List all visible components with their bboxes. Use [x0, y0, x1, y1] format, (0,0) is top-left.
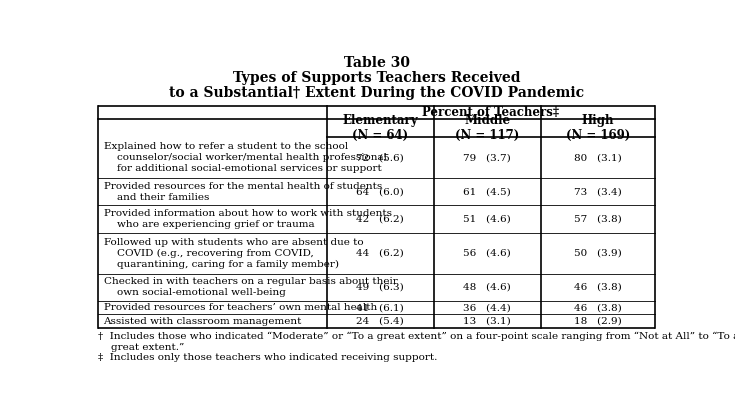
Text: 80   (3.1): 80 (3.1) [574, 153, 622, 162]
Text: 49   (6.3): 49 (6.3) [356, 283, 404, 292]
Text: 24   (5.4): 24 (5.4) [356, 317, 404, 326]
Text: to a Substantial† Extent During the COVID Pandemic: to a Substantial† Extent During the COVI… [169, 86, 584, 99]
Text: 64   (6.0): 64 (6.0) [356, 187, 404, 196]
Text: 57   (3.8): 57 (3.8) [574, 214, 622, 224]
Text: Table 30: Table 30 [344, 56, 409, 69]
Text: great extent.”: great extent.” [98, 343, 184, 352]
Text: 79   (3.7): 79 (3.7) [463, 153, 511, 162]
Text: 61   (4.5): 61 (4.5) [463, 187, 511, 196]
Text: Elementary
(N = 64): Elementary (N = 64) [343, 114, 418, 143]
Text: Assisted with classroom management: Assisted with classroom management [104, 317, 302, 326]
Text: Followed up with students who are absent due to
    COVID (e.g., recovering from: Followed up with students who are absent… [104, 238, 363, 268]
Text: 46   (3.8): 46 (3.8) [574, 303, 622, 312]
Text: Middle
(N = 117): Middle (N = 117) [455, 114, 519, 143]
Text: 73   (3.4): 73 (3.4) [574, 187, 622, 196]
Text: 50   (3.9): 50 (3.9) [574, 249, 622, 257]
Text: 51   (4.6): 51 (4.6) [463, 214, 511, 224]
Text: High
(N = 169): High (N = 169) [566, 114, 630, 143]
Text: Provided resources for the mental health of students
    and their families: Provided resources for the mental health… [104, 182, 381, 201]
Text: †  Includes those who indicated “Moderate” or “To a great extent” on a four-poin: † Includes those who indicated “Moderate… [98, 331, 735, 341]
Text: 42   (6.2): 42 (6.2) [356, 214, 404, 224]
Text: ‡  Includes only those teachers who indicated receiving support.: ‡ Includes only those teachers who indic… [98, 353, 437, 362]
Text: 41   (6.1): 41 (6.1) [356, 303, 404, 312]
Text: Checked in with teachers on a regular basis about their
    own social-emotional: Checked in with teachers on a regular ba… [104, 277, 397, 297]
Text: 46   (3.8): 46 (3.8) [574, 283, 622, 292]
Text: Explained how to refer a student to the school
    counselor/social worker/menta: Explained how to refer a student to the … [104, 143, 387, 173]
Text: Types of Supports Teachers Received: Types of Supports Teachers Received [233, 71, 520, 84]
Text: Provided resources for teachers’ own mental health: Provided resources for teachers’ own men… [104, 303, 377, 312]
Text: 48   (4.6): 48 (4.6) [463, 283, 511, 292]
Text: 72   (5.6): 72 (5.6) [356, 153, 404, 162]
Text: 13   (3.1): 13 (3.1) [463, 317, 511, 326]
Text: Percent of Teachers‡: Percent of Teachers‡ [423, 106, 559, 119]
Text: Provided information about how to work with students
    who are experiencing gr: Provided information about how to work w… [104, 209, 392, 229]
Text: 36   (4.4): 36 (4.4) [463, 303, 511, 312]
Text: 56   (4.6): 56 (4.6) [463, 249, 511, 257]
Text: 18   (2.9): 18 (2.9) [574, 317, 622, 326]
Text: 44   (6.2): 44 (6.2) [356, 249, 404, 257]
